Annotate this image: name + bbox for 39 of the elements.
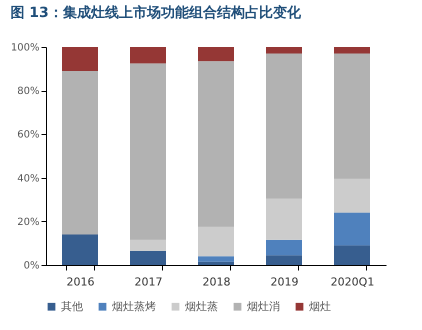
y-tick-label: 80%	[17, 86, 40, 98]
legend-label: 烟灶	[309, 300, 331, 313]
chart-title: 图 13：集成灶线上市场功能组合结构占比变化	[10, 4, 302, 21]
bar	[62, 70, 98, 234]
bar	[266, 255, 302, 265]
bar	[334, 245, 370, 265]
x-tick-label: 2016	[66, 276, 94, 288]
bar	[198, 226, 234, 256]
y-tick-label: 0%	[24, 260, 40, 272]
legend-label: 烟灶消	[247, 300, 280, 313]
y-tick-label: 20%	[17, 216, 40, 228]
bar	[130, 63, 166, 240]
bar	[334, 54, 370, 179]
y-tick-label: 60%	[17, 130, 40, 141]
x-tick-label: 2019	[270, 276, 298, 288]
bar	[334, 212, 370, 246]
y-tick-label: 100%	[10, 42, 40, 54]
bar	[62, 234, 98, 265]
bar	[130, 250, 166, 265]
bar	[198, 47, 234, 62]
bar	[198, 61, 234, 227]
bar	[266, 240, 302, 256]
bar	[334, 47, 370, 54]
x-tick-label: 2017	[134, 276, 162, 288]
bar	[62, 47, 98, 71]
bar	[266, 54, 302, 199]
bar	[266, 198, 302, 240]
bar	[198, 256, 234, 262]
bar	[198, 262, 234, 265]
bar	[130, 240, 166, 251]
legend-label: 其他	[61, 300, 83, 313]
bar	[130, 47, 166, 64]
bar	[266, 47, 302, 54]
bar	[334, 178, 370, 213]
y-tick-label: 40%	[17, 173, 40, 184]
legend-label: 烟灶蒸	[185, 300, 218, 313]
x-tick-label: 2018	[202, 276, 230, 288]
x-tick-label: 2020Q1	[330, 276, 374, 288]
legend-label: 烟灶蒸烤	[112, 300, 156, 313]
